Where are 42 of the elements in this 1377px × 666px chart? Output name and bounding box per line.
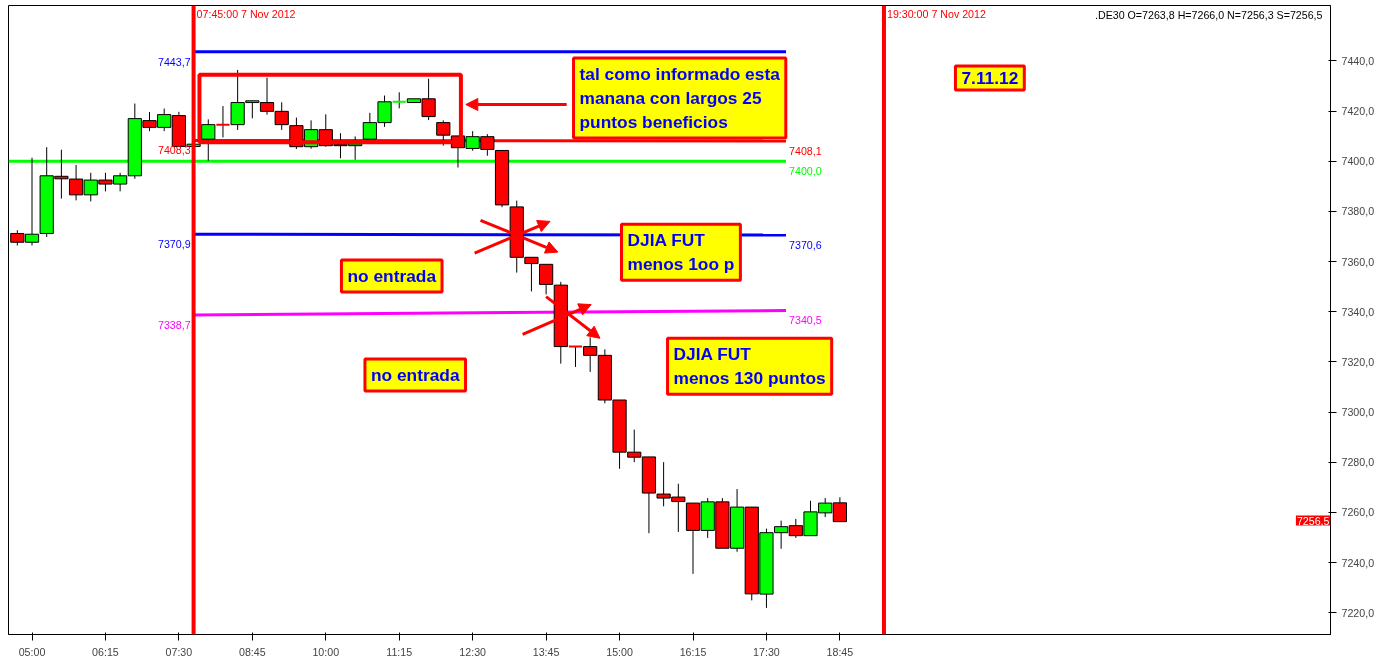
annotation: .DE30 O=7263,8 H=7266,0 N=7256,3 S=7256,5: [1094, 8, 1323, 21]
y-tick-label: 7400,0: [1341, 155, 1375, 168]
annotation: DJIA FUT menos 130 puntos: [673, 344, 826, 389]
y-tick-label: 7380,0: [1341, 205, 1375, 218]
y-tick-label: 7360,0: [1341, 255, 1375, 268]
x-tick-label: 08:45: [239, 645, 266, 658]
annotation: 7.11.12: [961, 67, 1019, 88]
data-label: 7408,3: [157, 144, 191, 157]
ref-line-label: 19:30:00 7 Nov 2012: [886, 7, 986, 20]
annotation: 7256,5: [1296, 514, 1330, 527]
y-tick-label: 7220,0: [1341, 606, 1375, 619]
ref-line-label: 07:45:00 7 Nov 2012: [196, 7, 296, 20]
data-label: 7370,9: [157, 238, 191, 251]
x-tick-label: 05:00: [18, 645, 46, 658]
x-tick-label: 07:30: [165, 645, 193, 658]
y-tick-label: 7320,0: [1341, 355, 1375, 368]
x-tick-label: 18:45: [826, 645, 854, 658]
y-tick-label: 7280,0: [1341, 456, 1375, 469]
x-tick-label: 11:15: [386, 645, 413, 658]
annotation: tal como informado esta manana con largos 25 puntos beneficios: [579, 63, 781, 132]
data-label: 7338,7: [157, 318, 191, 331]
y-tick-label: 7440,0: [1341, 54, 1375, 67]
x-tick-label: 10:00: [312, 645, 340, 658]
data-label: 7443,7: [157, 55, 191, 68]
data-label: 7408,1: [789, 144, 822, 157]
y-tick-label: 7420,0: [1341, 105, 1375, 118]
y-tick-label: 7340,0: [1341, 305, 1375, 318]
data-label: 7340,5: [789, 314, 822, 327]
annotation: no entrada: [370, 365, 460, 386]
x-tick-label: 13:45: [532, 645, 560, 658]
x-tick-label: 15:00: [606, 645, 633, 658]
x-tick-label: 06:15: [92, 645, 119, 658]
x-tick-label: 12:30: [459, 645, 487, 658]
y-tick-label: 7260,0: [1341, 506, 1375, 519]
data-label: 7400,0: [789, 165, 822, 178]
x-tick-label: 16:15: [679, 645, 707, 658]
y-tick-label: 7300,0: [1341, 406, 1375, 419]
y-tick-label: 7240,0: [1341, 556, 1375, 569]
data-label: 7370,6: [789, 238, 822, 251]
x-tick-label: 17:30: [753, 645, 780, 658]
annotation: no entrada: [347, 266, 437, 287]
annotation: DJIA FUT menos 1oo p: [627, 230, 735, 275]
